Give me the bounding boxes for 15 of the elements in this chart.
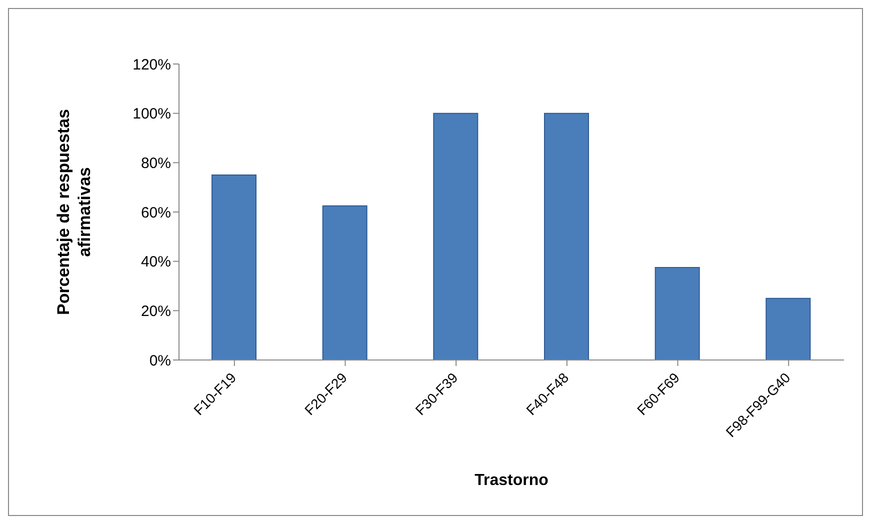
y-axis-title: Porcentaje de respuestas afirmativas <box>54 109 94 315</box>
bar <box>766 298 811 360</box>
y-tick-label: 120% <box>132 56 171 74</box>
bar <box>433 112 478 360</box>
bar <box>212 174 256 360</box>
y-tick-label: 100% <box>132 106 171 123</box>
y-tick-label: 40% <box>140 254 171 271</box>
y-tick-label: 0% <box>149 352 171 370</box>
y-tick-label: 20% <box>140 302 171 320</box>
bar <box>322 205 368 360</box>
y-tick-label: 80% <box>140 154 171 172</box>
bar <box>544 112 589 360</box>
y-tick-label: 60% <box>140 204 171 222</box>
x-axis-title: Trastorno <box>474 472 549 489</box>
bar <box>654 267 700 360</box>
